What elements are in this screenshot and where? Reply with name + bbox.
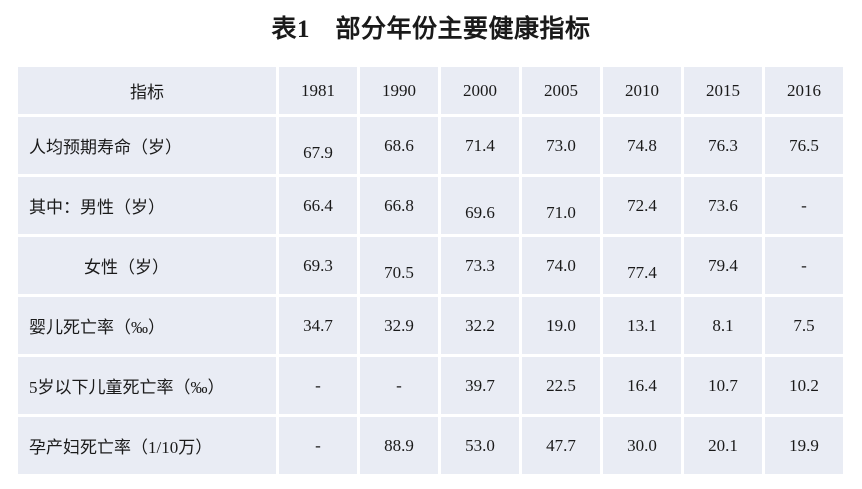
value-cell: 77.4 <box>603 237 681 294</box>
table-caption: 表1 部分年份主要健康指标 <box>271 16 591 43</box>
header-cell-year: 1990 <box>360 67 438 114</box>
table-row: 5岁以下儿童死亡率（‰） - -39.7 22.5 16.4 10.7 10.2 <box>18 357 843 414</box>
table-header: 指标 1981 1990 2000 2005 2010 2015 2016 <box>18 67 843 114</box>
table-body: 人均预期寿命（岁） 67.9 68.6 71.4 73.0 74.8 76.3 76.5 其中：… <box>18 117 843 474</box>
value-cell: - <box>279 357 357 414</box>
value-cell: - <box>360 357 438 414</box>
value-cell: 70.5 <box>360 237 438 294</box>
row-label: 其中：男性（岁） <box>18 177 276 234</box>
value-cell: 30.0 <box>603 417 681 474</box>
header-cell-indicator: 指标 <box>18 67 276 114</box>
value-cell: 66.4 <box>279 177 357 234</box>
value-cell: 16.4 <box>603 357 681 414</box>
value-cell: 32.9 <box>360 297 438 354</box>
table-row: 女性（岁） 69.3 70.5 73.3 74.0 77.4 79.4- <box>18 237 843 294</box>
table-row: 孕产妇死亡率（1/10万） -88.9 53.0 47.7 30.0 20.1 19.9 <box>18 417 843 474</box>
value-cell: 19.9 <box>765 417 843 474</box>
value-cell: 20.1 <box>684 417 762 474</box>
value-cell: 39.7 <box>441 357 519 414</box>
header-cell-year: 2005 <box>522 67 600 114</box>
header-cell-year: 2015 <box>684 67 762 114</box>
value-cell: 32.2 <box>441 297 519 354</box>
value-cell: 69.6 <box>441 177 519 234</box>
value-cell: 34.7 <box>279 297 357 354</box>
header-row: 指标 1981 1990 2000 2005 2010 2015 2016 <box>18 67 843 114</box>
header-cell-year: 2000 <box>441 67 519 114</box>
value-cell: 66.8 <box>360 177 438 234</box>
value-cell: 22.5 <box>522 357 600 414</box>
value-cell: 19.0 <box>522 297 600 354</box>
value-cell: 10.2 <box>765 357 843 414</box>
value-cell: 74.8 <box>603 117 681 174</box>
value-cell: 74.0 <box>522 237 600 294</box>
row-label: 人均预期寿命（岁） <box>18 117 276 174</box>
value-cell: 10.7 <box>684 357 762 414</box>
value-cell: 68.6 <box>360 117 438 174</box>
value-cell: 88.9 <box>360 417 438 474</box>
value-cell: - <box>765 177 843 234</box>
row-label: 孕产妇死亡率（1/10万） <box>18 417 276 474</box>
row-label: 女性（岁） <box>18 237 276 294</box>
header-cell-year: 2016 <box>765 67 843 114</box>
value-cell: 73.6 <box>684 177 762 234</box>
table-row: 其中：男性（岁） 66.4 66.8 69.6 71.0 72.4 73.6- <box>18 177 843 234</box>
value-cell: 53.0 <box>441 417 519 474</box>
value-cell: 72.4 <box>603 177 681 234</box>
value-cell: 73.0 <box>522 117 600 174</box>
value-cell: 7.5 <box>765 297 843 354</box>
row-label: 5岁以下儿童死亡率（‰） <box>18 357 276 414</box>
value-cell: 8.1 <box>684 297 762 354</box>
header-cell-year: 2010 <box>603 67 681 114</box>
row-label: 婴儿死亡率（‰） <box>18 297 276 354</box>
value-cell: 73.3 <box>441 237 519 294</box>
value-cell: 71.0 <box>522 177 600 234</box>
value-cell: - <box>765 237 843 294</box>
value-cell: 76.5 <box>765 117 843 174</box>
value-cell: 79.4 <box>684 237 762 294</box>
value-cell: 47.7 <box>522 417 600 474</box>
value-cell: 76.3 <box>684 117 762 174</box>
value-cell: - <box>279 417 357 474</box>
value-cell: 69.3 <box>279 237 357 294</box>
value-cell: 71.4 <box>441 117 519 174</box>
header-cell-year: 1981 <box>279 67 357 114</box>
table-row: 人均预期寿命（岁） 67.9 68.6 71.4 73.0 74.8 76.3 76.5 <box>18 117 843 174</box>
health-indicators-table: 指标 1981 1990 2000 2005 2010 2015 2016 人均预期寿命（岁）… <box>15 64 846 477</box>
table-row: 婴儿死亡率（‰） 34.7 32.9 32.2 19.0 13.1 8.1 7.5 <box>18 297 843 354</box>
value-cell: 13.1 <box>603 297 681 354</box>
value-cell: 67.9 <box>279 117 357 174</box>
document-page: 表1 部分年份主要健康指标 指标 1981 1990 2000 2005 2010 2015… <box>0 0 862 474</box>
